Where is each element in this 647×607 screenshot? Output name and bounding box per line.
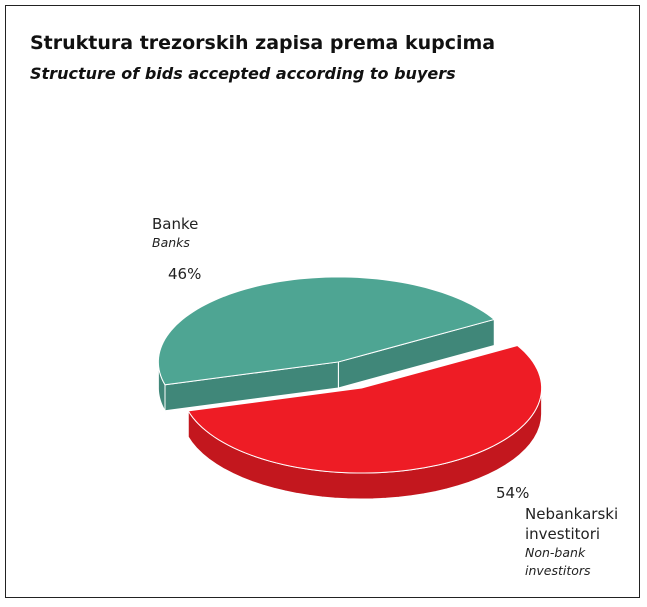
category-label-en: Non-bank investitors <box>525 545 591 578</box>
slice-label: Banke Banks <box>152 214 272 252</box>
category-label-en: Banks <box>152 235 190 250</box>
value-label: 54% <box>496 484 530 502</box>
chart-subtitle: Structure of bids accepted according to … <box>30 64 456 83</box>
value-label: 46% <box>168 265 202 283</box>
chart-frame <box>5 5 640 598</box>
slice-label: Nebankarski investitori Non-bank investi… <box>525 504 633 580</box>
category-label: Nebankarski investitori <box>525 505 619 543</box>
category-label: Banke <box>152 215 199 233</box>
slice <box>187 345 543 474</box>
chart-title: Struktura trezorskih zapisa prema kupcim… <box>30 32 496 54</box>
slice <box>157 276 496 386</box>
